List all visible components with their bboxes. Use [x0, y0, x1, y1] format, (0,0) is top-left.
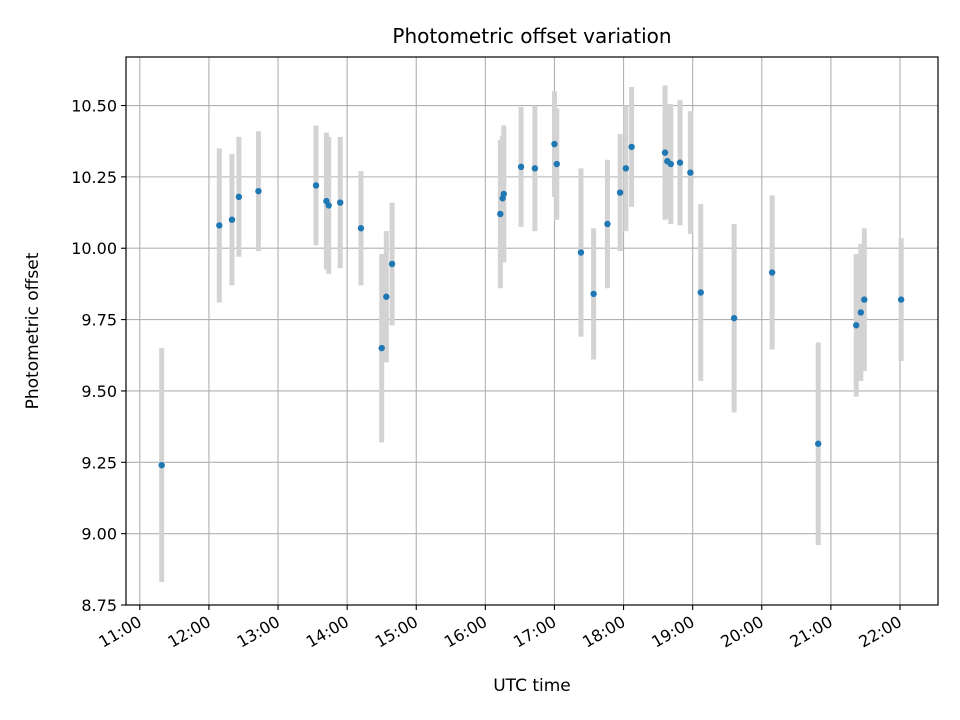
- y-tick-label: 9.00: [81, 525, 117, 544]
- y-tick-label: 9.25: [81, 453, 117, 472]
- x-tick-label: 12:00: [164, 612, 213, 652]
- data-point: [216, 222, 223, 229]
- data-point: [697, 289, 704, 296]
- data-point: [768, 269, 776, 276]
- chart-title: Photometric offset variation: [392, 24, 671, 48]
- data-point: [325, 202, 332, 209]
- data-point: [357, 225, 365, 232]
- x-tick-label: 16:00: [441, 612, 490, 652]
- data-point: [616, 189, 624, 196]
- y-tick-label: 10.50: [71, 97, 117, 116]
- data-point: [228, 216, 236, 223]
- y-tick-label: 10.25: [71, 168, 117, 187]
- y-axis-ticks: 8.75 9.00 9.25 9.50 9.75 10.00 10.25 10.50: [71, 97, 126, 615]
- y-tick-label: 9.75: [81, 311, 117, 330]
- data-point: [312, 182, 320, 189]
- data-points: [158, 140, 905, 469]
- y-axis-title: Photometric offset: [23, 252, 43, 409]
- data-point: [897, 296, 905, 303]
- y-tick-label: 10.00: [71, 239, 117, 258]
- data-point: [235, 193, 243, 201]
- x-tick-label: 11:00: [95, 612, 144, 652]
- x-tick-label: 22:00: [856, 612, 905, 652]
- data-point: [628, 143, 635, 151]
- y-tick-label: 8.75: [81, 596, 117, 615]
- data-point: [815, 440, 822, 447]
- x-tick-label: 17:00: [510, 612, 559, 652]
- data-point: [730, 314, 738, 322]
- x-axis-ticks: 11:00 12:00 13:00 14:00 15:00 16:00 17:00 18:00…: [95, 605, 905, 652]
- data-point: [158, 461, 165, 469]
- data-point: [553, 160, 560, 168]
- error-bars: [159, 85, 904, 583]
- x-tick-label: 21:00: [786, 612, 835, 652]
- data-point: [388, 260, 396, 268]
- data-point: [861, 296, 868, 303]
- data-point: [622, 165, 630, 172]
- data-point: [590, 290, 597, 298]
- data-point: [497, 210, 504, 218]
- x-tick-label: 20:00: [717, 612, 766, 652]
- data-point: [604, 220, 611, 228]
- data-point: [857, 309, 865, 316]
- x-tick-label: 15:00: [372, 612, 421, 652]
- data-point: [531, 165, 539, 172]
- x-tick-label: 19:00: [648, 612, 697, 652]
- data-point: [577, 249, 585, 256]
- data-point: [661, 149, 669, 156]
- data-point: [517, 163, 525, 171]
- data-point: [853, 322, 860, 329]
- data-point: [378, 344, 385, 352]
- data-point: [383, 293, 390, 300]
- data-point: [667, 160, 674, 168]
- x-tick-label: 13:00: [234, 612, 283, 652]
- data-point: [551, 140, 558, 148]
- data-point: [255, 187, 262, 195]
- x-tick-label: 18:00: [579, 612, 628, 652]
- plot-area-frame: [125, 56, 939, 606]
- y-tick-label: 9.50: [81, 382, 117, 401]
- x-axis-title: UTC time: [493, 676, 571, 696]
- data-point: [337, 199, 344, 206]
- x-tick-label: 14:00: [303, 612, 352, 652]
- data-point: [500, 190, 507, 198]
- data-point: [676, 159, 684, 166]
- data-point: [687, 169, 694, 176]
